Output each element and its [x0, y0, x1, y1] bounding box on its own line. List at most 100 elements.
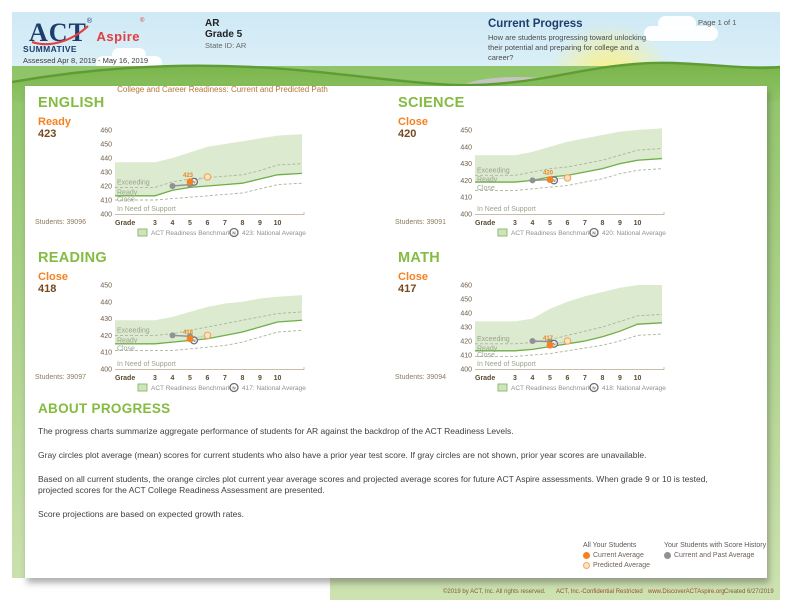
svg-text:420: 420	[460, 178, 472, 185]
svg-text:In Need of Support: In Need of Support	[477, 206, 536, 213]
legend-label: Predicted Average	[593, 562, 651, 569]
svg-text:Ready: Ready	[117, 338, 138, 345]
page-number: Page 1 of 1	[698, 18, 737, 27]
registered-mark: ®	[86, 18, 93, 25]
svg-text:430: 430	[460, 161, 472, 168]
section-title: College and Career Readiness: Current an…	[117, 85, 328, 94]
readiness-status: Close	[398, 116, 428, 128]
svg-text:N: N	[192, 180, 195, 185]
svg-text:N: N	[552, 342, 555, 347]
svg-text:N: N	[232, 230, 235, 235]
svg-text:450: 450	[460, 297, 472, 304]
legend-score-history: Your Students with Score History Current…	[664, 542, 766, 562]
subject-title: SCIENCE	[398, 95, 465, 111]
about-paragraph: The progress charts summarize aggregate …	[38, 426, 514, 436]
math-panel: MATH Close 417 Students: 39094 Exceeding…	[395, 250, 750, 408]
svg-text:10: 10	[634, 375, 642, 382]
legend-title: All Your Students	[583, 542, 637, 549]
registered-mark: ®	[140, 18, 145, 24]
website-text: www.DiscoverACTAspire.org	[648, 589, 725, 595]
assessed-dates: Assessed Apr 8, 2019 - May 16, 2019	[23, 56, 149, 65]
students-count: Students: 39096	[35, 219, 86, 226]
svg-text:4: 4	[171, 375, 175, 382]
svg-text:417: National Average: 417: National Average	[242, 385, 306, 392]
svg-text:430: 430	[100, 316, 112, 323]
svg-text:8: 8	[241, 375, 245, 382]
report-type-label: SUMMATIVE	[23, 44, 77, 54]
english-panel: ENGLISH Ready 423 Students: 39096 Exceed…	[35, 95, 390, 253]
svg-text:417: 417	[543, 336, 554, 342]
cloud-icon	[112, 48, 146, 62]
svg-text:Grade: Grade	[475, 375, 495, 382]
reading-panel: READING Close 418 Students: 39097 Exceed…	[35, 250, 390, 408]
svg-text:410: 410	[100, 350, 112, 357]
svg-text:440: 440	[100, 156, 112, 163]
svg-text:410: 410	[460, 195, 472, 202]
students-count: Students: 39091	[395, 219, 446, 226]
svg-text:3: 3	[153, 375, 157, 382]
svg-text:420: 420	[460, 339, 472, 346]
subject-title: READING	[38, 250, 107, 266]
readiness-status: Close	[398, 271, 428, 283]
svg-text:ACT Readiness Benchmark: ACT Readiness Benchmark	[511, 385, 592, 392]
svg-text:3: 3	[153, 220, 157, 227]
svg-text:Close: Close	[477, 185, 495, 192]
svg-text:In Need of Support: In Need of Support	[477, 361, 536, 368]
about-title: ABOUT PROGRESS	[38, 401, 171, 416]
predicted-average-icon	[583, 562, 590, 569]
svg-text:ACT Readiness Benchmark: ACT Readiness Benchmark	[511, 230, 592, 237]
svg-text:440: 440	[460, 144, 472, 151]
svg-text:450: 450	[460, 128, 472, 135]
svg-text:N: N	[232, 385, 235, 390]
svg-text:Grade: Grade	[115, 375, 135, 382]
report-title: Current Progress	[488, 18, 583, 30]
svg-text:4: 4	[531, 375, 535, 382]
state-id: State ID: AR	[205, 41, 247, 50]
svg-text:450: 450	[100, 142, 112, 149]
act-aspire-logo: ACT® Aspire®	[29, 18, 179, 48]
past-average-icon	[664, 552, 671, 559]
svg-text:9: 9	[618, 375, 622, 382]
subject-title: MATH	[398, 250, 441, 266]
average-score: 420	[398, 128, 417, 140]
svg-text:Exceeding: Exceeding	[117, 179, 150, 186]
svg-text:10: 10	[274, 220, 282, 227]
svg-text:9: 9	[258, 220, 262, 227]
svg-text:N: N	[592, 230, 595, 235]
svg-text:420: National Average: 420: National Average	[602, 230, 666, 237]
about-paragraph: Based on all current students, the orang…	[38, 474, 708, 496]
svg-text:10: 10	[634, 220, 642, 227]
svg-text:7: 7	[583, 375, 587, 382]
svg-text:N: N	[552, 178, 555, 183]
subject-title: ENGLISH	[38, 95, 105, 111]
svg-text:Ready: Ready	[477, 345, 498, 352]
svg-text:5: 5	[188, 220, 192, 227]
svg-text:430: 430	[460, 325, 472, 332]
svg-text:Close: Close	[117, 196, 135, 203]
report-subtitle: How are students progressing toward unlo…	[488, 33, 647, 62]
svg-text:Ready: Ready	[477, 177, 498, 184]
created-date: Created 6/27/2019	[724, 589, 774, 595]
students-count: Students: 39094	[395, 374, 446, 381]
cloud-icon	[658, 16, 696, 31]
svg-text:8: 8	[601, 220, 605, 227]
svg-text:7: 7	[583, 220, 587, 227]
svg-text:410: 410	[100, 198, 112, 205]
average-score: 417	[398, 283, 417, 295]
about-progress-section: ABOUT PROGRESS The progress charts summa…	[38, 401, 740, 533]
svg-text:423: National Average: 423: National Average	[242, 230, 306, 237]
svg-text:440: 440	[460, 311, 472, 318]
about-paragraph: Gray circles plot average (mean) scores …	[38, 450, 647, 461]
svg-text:423: 423	[183, 173, 194, 179]
legend-label: Current Average	[593, 552, 644, 559]
aspire-logo-text: Aspire	[96, 29, 140, 44]
students-count: Students: 39097	[35, 374, 86, 381]
svg-text:Close: Close	[477, 352, 495, 359]
svg-text:4: 4	[171, 220, 175, 227]
svg-text:410: 410	[460, 353, 472, 360]
svg-text:430: 430	[100, 170, 112, 177]
svg-text:5: 5	[188, 375, 192, 382]
svg-text:ACT Readiness Benchmark: ACT Readiness Benchmark	[151, 230, 232, 237]
